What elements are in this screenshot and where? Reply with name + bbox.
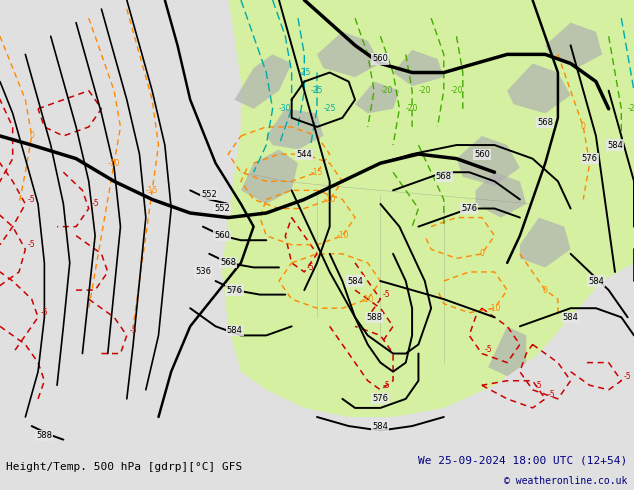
Text: -5: -5 bbox=[41, 308, 48, 317]
Text: 588: 588 bbox=[366, 313, 382, 322]
Text: 576: 576 bbox=[581, 154, 598, 163]
Text: -5: -5 bbox=[535, 381, 543, 390]
Text: -25: -25 bbox=[311, 86, 323, 95]
Text: -20: -20 bbox=[628, 104, 634, 113]
Text: -5: -5 bbox=[91, 199, 99, 208]
Text: -15: -15 bbox=[311, 168, 323, 177]
Text: -25: -25 bbox=[323, 104, 336, 113]
Text: -5: -5 bbox=[28, 240, 36, 249]
Text: 588: 588 bbox=[36, 431, 53, 440]
Text: -30: -30 bbox=[279, 104, 292, 113]
Text: 576: 576 bbox=[226, 286, 243, 294]
Text: 0: 0 bbox=[479, 249, 484, 258]
Text: 0: 0 bbox=[581, 122, 586, 131]
Text: 584: 584 bbox=[372, 421, 389, 431]
Text: 0: 0 bbox=[543, 286, 548, 294]
Text: -15: -15 bbox=[146, 186, 158, 195]
Text: -10: -10 bbox=[361, 294, 374, 304]
Text: © weatheronline.co.uk: © weatheronline.co.uk bbox=[504, 476, 628, 486]
Text: 552: 552 bbox=[214, 204, 230, 213]
Text: 584: 584 bbox=[562, 313, 579, 322]
Text: -5: -5 bbox=[383, 290, 391, 299]
Text: -5: -5 bbox=[484, 344, 492, 353]
Text: We 25-09-2024 18:00 UTC (12+54): We 25-09-2024 18:00 UTC (12+54) bbox=[418, 455, 628, 465]
Text: -5: -5 bbox=[548, 390, 555, 399]
Text: 560: 560 bbox=[372, 54, 389, 63]
Text: 576: 576 bbox=[372, 394, 389, 403]
Text: -20: -20 bbox=[450, 86, 463, 95]
Text: 584: 584 bbox=[226, 326, 243, 335]
Text: 568: 568 bbox=[436, 172, 452, 181]
Text: 568: 568 bbox=[537, 118, 553, 127]
Text: 552: 552 bbox=[202, 191, 217, 199]
Text: -20: -20 bbox=[418, 86, 431, 95]
Text: -25: -25 bbox=[298, 68, 311, 77]
Text: Height/Temp. 500 hPa [gdrp][°C] GFS: Height/Temp. 500 hPa [gdrp][°C] GFS bbox=[6, 463, 243, 472]
Text: -5: -5 bbox=[129, 326, 137, 335]
Text: -10: -10 bbox=[108, 159, 120, 168]
Text: -5: -5 bbox=[624, 372, 631, 381]
Text: -20: -20 bbox=[406, 104, 418, 113]
Text: 584: 584 bbox=[588, 276, 604, 286]
Text: -10: -10 bbox=[323, 195, 336, 204]
Text: -5: -5 bbox=[28, 195, 36, 204]
Text: -5: -5 bbox=[383, 381, 391, 390]
Text: 576: 576 bbox=[461, 204, 477, 213]
Text: 0: 0 bbox=[29, 131, 34, 141]
Text: 584: 584 bbox=[347, 276, 363, 286]
Text: 560: 560 bbox=[214, 231, 230, 240]
Text: 584: 584 bbox=[607, 141, 623, 149]
Text: -10: -10 bbox=[336, 231, 349, 240]
Text: 536: 536 bbox=[195, 268, 211, 276]
Text: 560: 560 bbox=[474, 149, 490, 159]
Text: 544: 544 bbox=[297, 149, 312, 159]
Text: 568: 568 bbox=[220, 258, 236, 268]
Text: -20: -20 bbox=[380, 86, 393, 95]
Text: -5: -5 bbox=[307, 263, 314, 272]
Text: -10: -10 bbox=[488, 304, 501, 313]
